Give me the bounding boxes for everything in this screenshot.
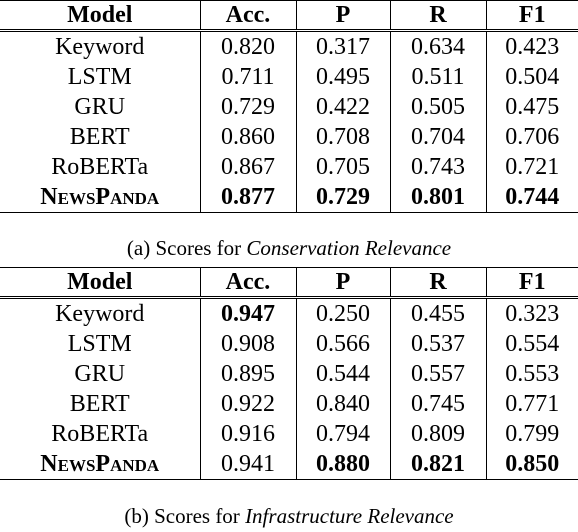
f1-cell: 0.850 bbox=[485, 449, 578, 480]
table-a-block: Model Acc. P R F1 Keyword 0.820 0.317 0.… bbox=[0, 0, 578, 213]
r-cell: 0.809 bbox=[389, 419, 486, 449]
p-cell: 0.705 bbox=[295, 152, 390, 182]
f1-cell: 0.475 bbox=[485, 92, 578, 122]
table-row: LSTM 0.711 0.495 0.511 0.504 bbox=[0, 62, 578, 92]
r-cell: 0.557 bbox=[389, 359, 486, 389]
acc-cell: 0.820 bbox=[199, 30, 296, 62]
p-cell: 0.422 bbox=[295, 92, 390, 122]
f1-cell: 0.771 bbox=[485, 389, 578, 419]
p-cell: 0.495 bbox=[295, 62, 390, 92]
acc-cell: 0.867 bbox=[199, 152, 296, 182]
p-cell: 0.566 bbox=[295, 329, 390, 359]
p-cell: 0.729 bbox=[295, 182, 390, 213]
p-cell: 0.880 bbox=[295, 449, 390, 480]
f1-cell: 0.554 bbox=[485, 329, 578, 359]
header-acc: Acc. bbox=[199, 0, 296, 32]
table-row: LSTM 0.908 0.566 0.537 0.554 bbox=[0, 329, 578, 359]
r-cell: 0.634 bbox=[389, 30, 486, 62]
p-cell: 0.317 bbox=[295, 30, 390, 62]
p-cell: 0.544 bbox=[295, 359, 390, 389]
f1-cell: 0.721 bbox=[485, 152, 578, 182]
acc-cell: 0.941 bbox=[199, 449, 296, 480]
caption-b-topic: Infrastructure Relevance bbox=[245, 504, 454, 528]
model-cell: LSTM bbox=[67, 64, 132, 90]
r-cell: 0.704 bbox=[389, 122, 486, 152]
model-cell: RoBERTa bbox=[51, 421, 149, 447]
model-cell: NewsPanda bbox=[0, 449, 200, 480]
caption-a-topic: Conservation Relevance bbox=[246, 236, 452, 260]
header-acc: Acc. bbox=[199, 267, 296, 299]
model-cell: NewsPanda bbox=[0, 182, 200, 213]
f1-cell: 0.706 bbox=[485, 122, 578, 152]
model-cell: RoBERTa bbox=[51, 154, 149, 180]
p-cell: 0.794 bbox=[295, 419, 390, 449]
r-cell: 0.455 bbox=[389, 297, 486, 329]
header-r: R bbox=[389, 0, 486, 32]
table-row: RoBERTa 0.916 0.794 0.809 0.799 bbox=[0, 419, 578, 449]
r-cell: 0.743 bbox=[389, 152, 486, 182]
acc-cell: 0.729 bbox=[199, 92, 296, 122]
f1-cell: 0.799 bbox=[485, 419, 578, 449]
header-r: R bbox=[389, 267, 486, 299]
p-cell: 0.250 bbox=[295, 297, 390, 329]
r-cell: 0.505 bbox=[389, 92, 486, 122]
model-cell: BERT bbox=[69, 391, 130, 417]
caption-b: (b) Scores for Infrastructure Relevance bbox=[0, 504, 578, 529]
f1-cell: 0.323 bbox=[485, 297, 578, 329]
table-row: RoBERTa 0.867 0.705 0.743 0.721 bbox=[0, 152, 578, 182]
header-p: P bbox=[295, 267, 390, 299]
acc-cell: 0.860 bbox=[199, 122, 296, 152]
header-row: Model Acc. P R F1 bbox=[0, 0, 578, 32]
header-f1: F1 bbox=[485, 0, 578, 32]
acc-cell: 0.908 bbox=[199, 329, 296, 359]
r-cell: 0.511 bbox=[389, 62, 486, 92]
model-cell: Keyword bbox=[55, 34, 145, 60]
table-row: NewsPanda 0.941 0.880 0.821 0.850 bbox=[0, 449, 578, 480]
table-row: GRU 0.895 0.544 0.557 0.553 bbox=[0, 359, 578, 389]
f1-cell: 0.423 bbox=[485, 30, 578, 62]
f1-cell: 0.553 bbox=[485, 359, 578, 389]
table-row: BERT 0.860 0.708 0.704 0.706 bbox=[0, 122, 578, 152]
table-row: NewsPanda 0.877 0.729 0.801 0.744 bbox=[0, 182, 578, 213]
acc-cell: 0.916 bbox=[199, 419, 296, 449]
table-b-block: Model Acc. P R F1 Keyword 0.947 0.250 0.… bbox=[0, 267, 578, 480]
acc-cell: 0.711 bbox=[199, 62, 296, 92]
infrastructure-results-table: Model Acc. P R F1 Keyword 0.947 0.250 0.… bbox=[0, 267, 578, 480]
table-row: Keyword 0.947 0.250 0.455 0.323 bbox=[0, 297, 578, 329]
acc-cell: 0.895 bbox=[199, 359, 296, 389]
acc-cell: 0.877 bbox=[199, 182, 296, 213]
table-row: GRU 0.729 0.422 0.505 0.475 bbox=[0, 92, 578, 122]
caption-b-prefix: (b) Scores for bbox=[124, 504, 246, 528]
header-f1: F1 bbox=[485, 267, 578, 299]
p-cell: 0.708 bbox=[295, 122, 390, 152]
model-cell: GRU bbox=[74, 361, 126, 387]
p-cell: 0.840 bbox=[295, 389, 390, 419]
caption-a-prefix: (a) Scores for bbox=[126, 236, 247, 260]
model-cell: LSTM bbox=[67, 331, 132, 357]
r-cell: 0.745 bbox=[389, 389, 486, 419]
r-cell: 0.821 bbox=[389, 449, 486, 480]
model-cell: Keyword bbox=[55, 301, 145, 327]
table-row: BERT 0.922 0.840 0.745 0.771 bbox=[0, 389, 578, 419]
header-row: Model Acc. P R F1 bbox=[0, 267, 578, 299]
conservation-results-table: Model Acc. P R F1 Keyword 0.820 0.317 0.… bbox=[0, 0, 578, 213]
model-cell: GRU bbox=[74, 94, 126, 120]
r-cell: 0.801 bbox=[389, 182, 486, 213]
f1-cell: 0.744 bbox=[485, 182, 578, 213]
acc-cell: 0.947 bbox=[199, 297, 296, 329]
caption-a: (a) Scores for Conservation Relevance bbox=[0, 236, 578, 261]
f1-cell: 0.504 bbox=[485, 62, 578, 92]
r-cell: 0.537 bbox=[389, 329, 486, 359]
header-model: Model bbox=[0, 267, 200, 299]
table-row: Keyword 0.820 0.317 0.634 0.423 bbox=[0, 30, 578, 62]
model-cell: BERT bbox=[69, 124, 130, 150]
header-p: P bbox=[295, 0, 390, 32]
header-model: Model bbox=[0, 0, 200, 32]
acc-cell: 0.922 bbox=[199, 389, 296, 419]
